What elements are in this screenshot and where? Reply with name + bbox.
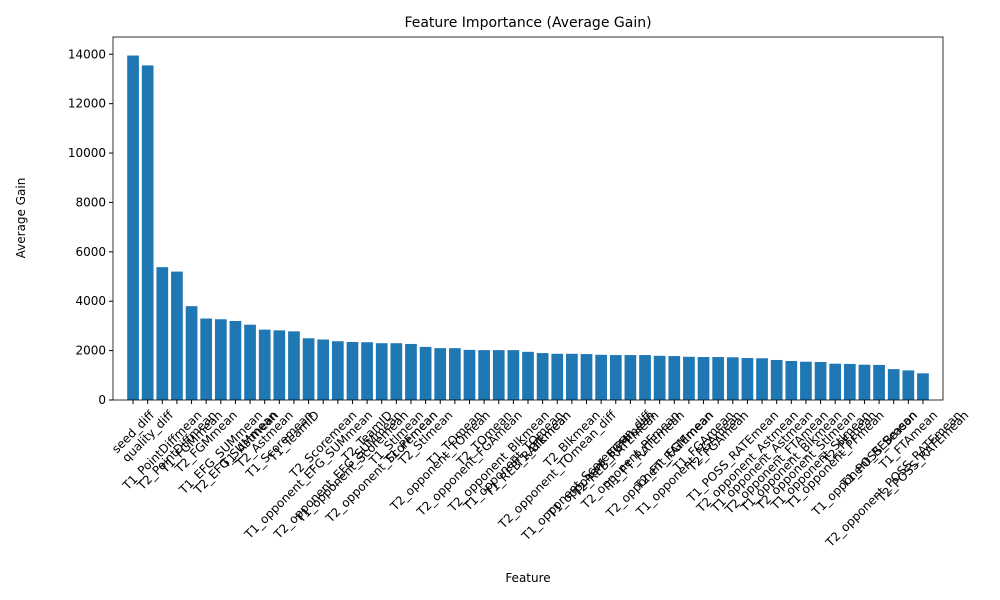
bar [434, 348, 447, 400]
bar [917, 373, 929, 400]
bar [770, 359, 783, 400]
y-tick-label: 8000 [75, 195, 106, 209]
y-tick-label: 4000 [75, 294, 106, 308]
bar [566, 353, 578, 400]
bar [712, 357, 725, 400]
bar [683, 356, 695, 400]
y-tick-label: 0 [98, 393, 106, 407]
bar [858, 364, 871, 400]
bar [346, 341, 359, 400]
bar [624, 355, 637, 400]
bar [331, 341, 344, 400]
bar [492, 350, 505, 400]
bar [361, 342, 373, 400]
bar [141, 65, 154, 401]
bar [214, 319, 227, 400]
bar [419, 346, 432, 400]
bar [127, 55, 139, 400]
bar [829, 363, 842, 400]
bar [449, 348, 461, 400]
chart-title: Feature Importance (Average Gain) [404, 15, 651, 31]
bar [609, 355, 622, 400]
bar [229, 320, 242, 400]
bar [244, 324, 256, 400]
bar [463, 349, 476, 400]
bar [902, 370, 915, 400]
bar [522, 351, 534, 400]
x-axis-label: Feature [505, 571, 550, 585]
bar [317, 339, 330, 400]
bar [375, 343, 388, 400]
bar [843, 363, 856, 400]
bar [668, 356, 681, 400]
bar [185, 306, 198, 400]
bar [302, 338, 315, 400]
y-tick-label: 10000 [68, 146, 106, 160]
bar [741, 358, 754, 400]
y-tick-label: 2000 [75, 344, 106, 358]
bar [800, 361, 812, 400]
bar [653, 355, 666, 400]
bar [887, 369, 900, 400]
bar [785, 360, 798, 400]
bar [288, 331, 300, 400]
bar [507, 350, 520, 400]
bar [405, 343, 417, 400]
bar [726, 357, 739, 400]
bar [273, 330, 286, 400]
y-tick-label: 6000 [75, 245, 106, 259]
bar [156, 267, 169, 400]
bar [756, 358, 768, 400]
bar [639, 355, 651, 400]
bar [258, 329, 271, 400]
bar [595, 354, 607, 400]
bar [551, 353, 564, 400]
y-axis-label: Average Gain [14, 178, 28, 259]
bar [536, 353, 549, 400]
bar [200, 318, 213, 400]
bar [697, 357, 710, 400]
plot-frame [112, 36, 944, 401]
bar [390, 343, 403, 400]
y-tick-label: 12000 [68, 97, 106, 111]
bar [873, 364, 885, 400]
bar [478, 350, 490, 400]
y-tick-label: 14000 [68, 47, 106, 61]
bar [814, 361, 827, 400]
bar [580, 354, 593, 400]
bar [171, 271, 183, 400]
